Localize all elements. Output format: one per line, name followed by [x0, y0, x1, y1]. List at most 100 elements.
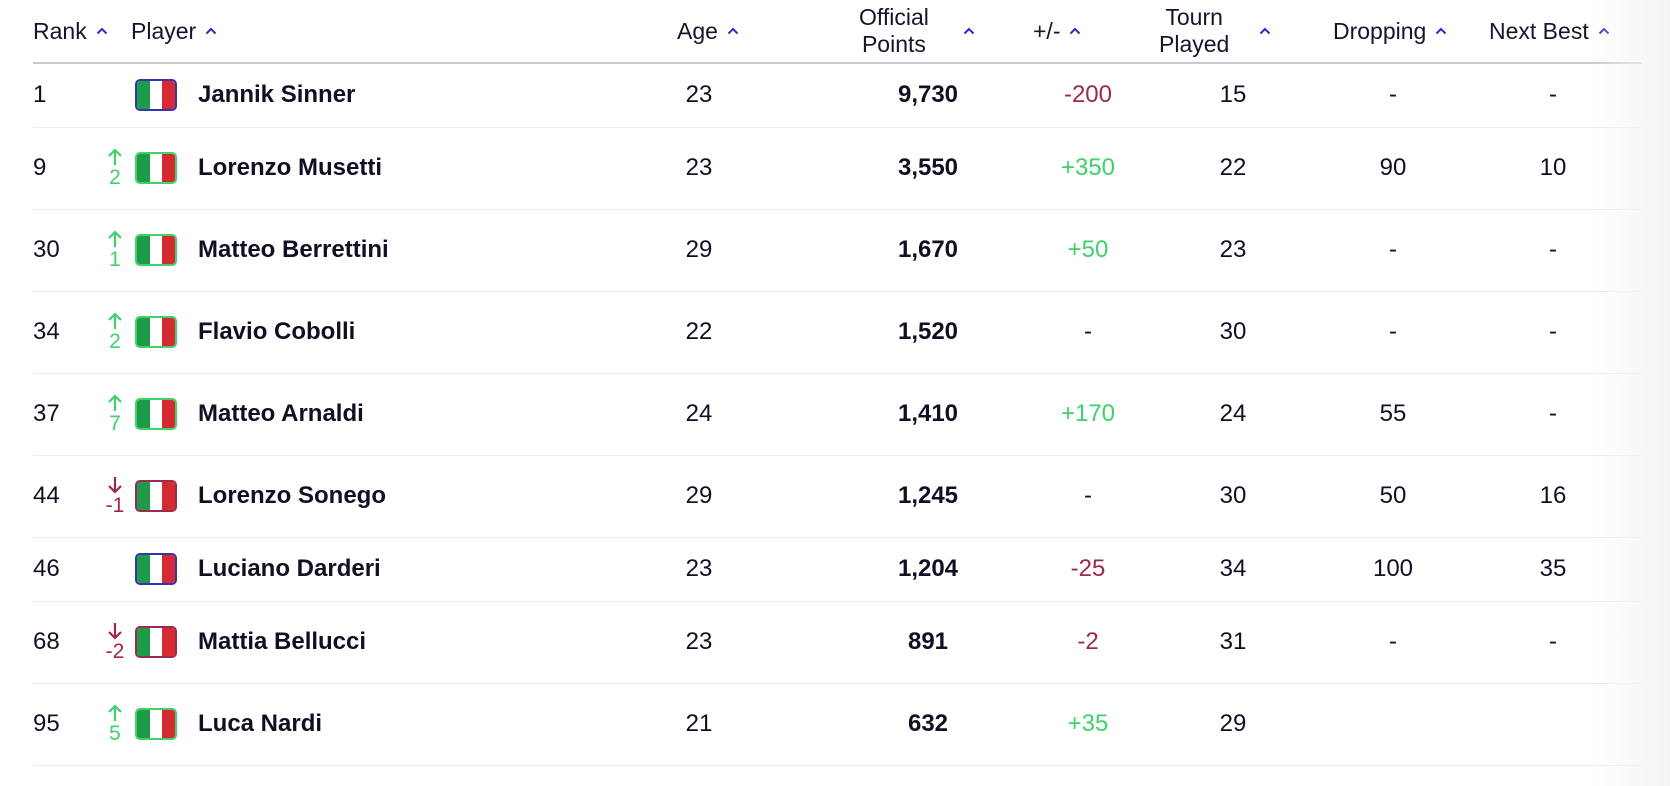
rank-movement: 7 [103, 373, 127, 455]
points-cell: 1,204 [897, 555, 959, 582]
arrow-up-icon [107, 147, 123, 167]
change-cell: -200 [1063, 80, 1113, 108]
rank-movement: -1 [103, 455, 127, 537]
points-header-label: Official Points [859, 4, 929, 58]
player-header-label: Player [131, 17, 197, 44]
table-row[interactable]: 37 7 Matteo Arnaldi 24 1,410 +170 24 55 - [33, 373, 1642, 456]
dropping-cell: 55 [1379, 400, 1407, 427]
rank-movement: 1 [103, 209, 127, 291]
tourn-played-cell: 34 [1219, 555, 1247, 582]
italy-flag [135, 398, 177, 430]
sort-caret-icon [727, 26, 739, 36]
table-row[interactable]: 68 -2 Mattia Bellucci 23 891 -2 31 - - [33, 601, 1642, 684]
next-best-cell: - [1549, 400, 1557, 427]
flag-cell [135, 62, 183, 127]
dropping-cell: - [1389, 318, 1397, 345]
player-name-link[interactable]: Mattia Bellucci [198, 628, 367, 655]
age-cell: 21 [685, 710, 713, 737]
arrow-up-icon [107, 311, 123, 331]
sort-change-header[interactable]: +/- [1033, 0, 1081, 62]
rank-movement-value: 7 [109, 412, 121, 435]
rank-cell: 95 [33, 710, 60, 737]
next-best-cell: 35 [1539, 555, 1567, 582]
player-name-link[interactable]: Luca Nardi [198, 710, 323, 737]
next-best-cell [1513, 683, 1593, 765]
age-cell: 29 [685, 236, 713, 263]
tourn-header-line2: Played [1159, 31, 1230, 57]
table-row[interactable]: 34 2 Flavio Cobolli 22 1,520 - 30 - - [33, 291, 1642, 374]
dropping-cell [1353, 683, 1433, 765]
next-best-header-label: Next Best [1489, 17, 1589, 44]
rank-movement [103, 62, 127, 127]
rank-movement-value: 2 [109, 330, 121, 353]
points-cell: 1,520 [897, 318, 959, 345]
sort-next-best-header[interactable]: Next Best [1489, 0, 1610, 62]
rank-cell: 30 [33, 236, 60, 263]
flag-cell [135, 683, 183, 765]
player-name-link[interactable]: Luciano Darderi [198, 555, 381, 582]
table-row[interactable]: 44 -1 Lorenzo Sonego 29 1,245 - 30 50 16 [33, 455, 1642, 538]
points-cell: 3,550 [897, 154, 959, 181]
next-best-cell: - [1549, 318, 1557, 345]
sort-caret-icon [205, 26, 217, 36]
change-cell: +350 [1060, 154, 1116, 181]
rank-movement-value: 5 [109, 722, 121, 745]
rank-cell: 37 [33, 400, 60, 427]
rank-movement-value: -1 [105, 494, 125, 517]
rank-movement-value: 1 [109, 248, 121, 271]
rank-movement: -2 [103, 601, 127, 683]
sort-caret-icon [96, 26, 108, 36]
player-name-link[interactable]: Lorenzo Sonego [198, 482, 386, 509]
italy-flag [135, 480, 177, 512]
tourn-played-cell: 15 [1219, 80, 1247, 108]
flag-cell [135, 373, 183, 455]
sort-dropping-header[interactable]: Dropping [1333, 0, 1447, 62]
table-row[interactable]: 9 2 Lorenzo Musetti 23 3,550 +350 22 90 10 [33, 127, 1642, 210]
dropping-cell: - [1389, 236, 1397, 263]
rank-movement [103, 537, 127, 601]
rank-movement: 5 [103, 683, 127, 765]
change-cell: - [1084, 482, 1092, 509]
sort-caret-icon [963, 26, 975, 36]
age-cell: 29 [685, 482, 713, 509]
table-row[interactable]: 1 Jannik Sinner 23 9,730 -200 15 - - [33, 62, 1642, 128]
arrow-down-icon [107, 621, 123, 641]
sort-points-header[interactable]: Official Points [859, 0, 975, 62]
player-name-link[interactable]: Flavio Cobolli [198, 318, 356, 345]
italy-flag [135, 78, 177, 111]
points-cell: 1,245 [897, 482, 959, 509]
table-row[interactable]: 46 Luciano Darderi 23 1,204 -25 34 100 35 [33, 537, 1642, 602]
table-row[interactable]: 30 1 Matteo Berrettini 29 1,670 +50 23 - - [33, 209, 1642, 292]
arrow-up-icon [107, 393, 123, 413]
player-name-link[interactable]: Matteo Arnaldi [198, 400, 364, 427]
sort-tourn-header[interactable]: Tourn Played [1159, 0, 1271, 62]
table-row[interactable]: 95 5 Luca Nardi 21 632 +35 29 [33, 683, 1642, 766]
rank-movement: 2 [103, 291, 127, 373]
italy-flag [135, 553, 177, 585]
age-cell: 23 [685, 80, 713, 108]
player-name-link[interactable]: Lorenzo Musetti [198, 154, 382, 181]
change-header-label: +/- [1033, 17, 1061, 44]
age-header-label: Age [677, 17, 718, 44]
change-cell: -2 [1077, 628, 1099, 655]
player-name-link[interactable]: Matteo Berrettini [198, 236, 389, 263]
dropping-cell: - [1389, 628, 1397, 655]
dropping-cell: 50 [1379, 482, 1407, 509]
player-name-link[interactable]: Jannik Sinner [198, 80, 356, 108]
rank-header-label: Rank [33, 17, 87, 44]
age-cell: 23 [685, 628, 713, 655]
rank-movement-value: 2 [109, 166, 121, 189]
age-cell: 24 [685, 400, 713, 427]
dropping-cell: 100 [1372, 555, 1414, 582]
rank-cell: 46 [33, 555, 60, 582]
dropping-cell: - [1389, 80, 1397, 108]
sort-age-header[interactable]: Age [677, 0, 739, 62]
sort-player-header[interactable]: Player [131, 0, 217, 62]
change-cell: +50 [1067, 236, 1109, 263]
rank-cell: 34 [33, 318, 60, 345]
tourn-played-cell: 24 [1219, 400, 1247, 427]
points-header-line2: Points [861, 31, 926, 57]
change-cell: -25 [1070, 555, 1106, 582]
tourn-played-cell: 30 [1219, 482, 1247, 509]
sort-rank-header[interactable]: Rank [33, 0, 108, 62]
